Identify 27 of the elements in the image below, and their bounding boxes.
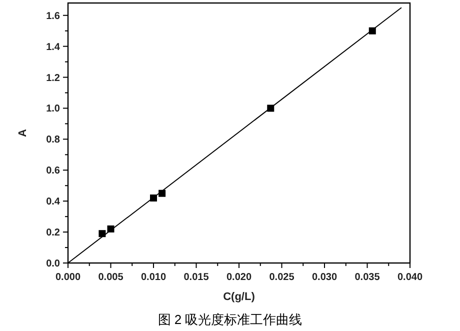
x-tick-label: 0.000 xyxy=(55,272,81,283)
x-tick-label: 0.035 xyxy=(354,272,380,283)
point xyxy=(267,104,274,112)
point xyxy=(107,225,114,232)
text: 图 2 吸光度标准工作曲线 xyxy=(158,312,302,327)
y-tick-label: 1.6 xyxy=(46,10,60,22)
x-axis-title: C(g/L) xyxy=(223,291,256,303)
y-tick-label: 1.4 xyxy=(46,42,60,53)
point xyxy=(150,194,157,202)
point xyxy=(98,230,106,238)
y-tick-label: 0.6 xyxy=(46,166,60,177)
point xyxy=(158,190,166,197)
y-tick-label: 0.4 xyxy=(46,196,60,208)
y-tick-label: 1.2 xyxy=(46,72,60,84)
x-tick-label: 0.005 xyxy=(98,272,124,283)
y-tick-label: 1.0 xyxy=(46,104,60,115)
x-tick-label: 0.025 xyxy=(269,272,295,283)
x-tick-label: 0.020 xyxy=(226,272,252,283)
x-tick-label: 0.015 xyxy=(184,272,210,283)
x-tick-label: 0.030 xyxy=(312,272,338,283)
y-tick-label: 0.8 xyxy=(46,134,60,146)
y-tick-label: 0.0 xyxy=(46,258,60,270)
point xyxy=(368,27,376,34)
y-axis-title: A xyxy=(17,128,29,137)
x-tick-label: 0.040 xyxy=(397,272,423,283)
x-tick-label: 0.010 xyxy=(140,272,166,283)
y-tick-label: 0.2 xyxy=(46,228,60,239)
